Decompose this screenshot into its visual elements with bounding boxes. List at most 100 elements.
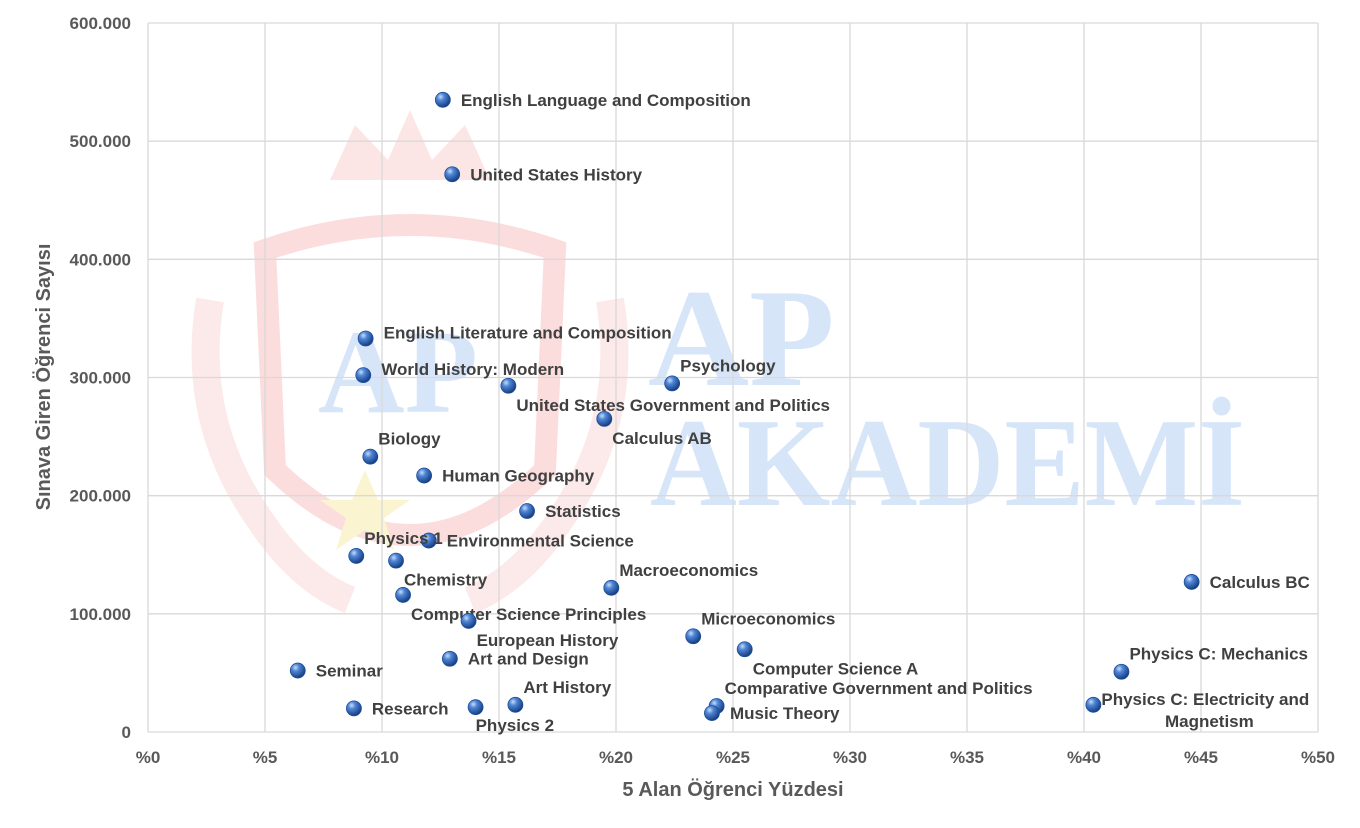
data-point-marker bbox=[460, 613, 477, 629]
y-tick-label: 200.000 bbox=[70, 487, 131, 506]
x-tick-label: %25 bbox=[716, 748, 750, 767]
x-tick-label: %20 bbox=[599, 748, 633, 767]
x-axis-title: 5 Alan Öğrenci Yüzdesi bbox=[622, 778, 843, 801]
data-point-marker bbox=[507, 696, 524, 713]
point-european-history: European History bbox=[460, 613, 619, 650]
y-tick-label: 400.000 bbox=[70, 250, 131, 269]
data-point-label: English Language and Composition bbox=[461, 91, 751, 110]
y-tick-label: 500.000 bbox=[70, 132, 131, 151]
point-music-theory: Music Theory bbox=[704, 704, 840, 723]
data-point-label: Physics C: Mechanics bbox=[1129, 645, 1308, 664]
point-world-history-modern: World History: Modern bbox=[355, 360, 564, 384]
y-axis-title: Sınava Giren Öğrenci Sayısı bbox=[32, 244, 55, 511]
watermark-line2: AKADEMİ bbox=[650, 394, 1245, 533]
data-point-label: Seminar bbox=[316, 662, 383, 681]
data-point-label: Research bbox=[372, 699, 449, 718]
data-points: English Language and Composition United S… bbox=[289, 91, 1310, 735]
data-point-label: Computer Science Principles bbox=[411, 605, 646, 624]
point-computer-science-a: Computer Science A bbox=[736, 641, 918, 678]
data-point-marker bbox=[704, 705, 720, 721]
data-point-marker bbox=[395, 587, 411, 603]
data-point-marker bbox=[362, 448, 379, 465]
data-point-label: United States Government and Politics bbox=[516, 396, 830, 415]
point-calculus-ab: Calculus AB bbox=[596, 410, 712, 448]
point-psychology: Psychology bbox=[664, 356, 776, 392]
data-point-marker bbox=[434, 91, 451, 108]
y-tick-label: 600.000 bbox=[70, 14, 131, 33]
x-tick-label: %35 bbox=[950, 748, 984, 767]
watermark-line1: AP bbox=[318, 305, 478, 438]
data-point-label: United States History bbox=[470, 165, 642, 184]
data-point-label: Chemistry bbox=[404, 571, 488, 590]
data-point-marker bbox=[1113, 663, 1130, 680]
x-tick-label: %30 bbox=[833, 748, 867, 767]
watermark-line1-large: AP bbox=[648, 261, 835, 416]
y-tick-label: 300.000 bbox=[70, 369, 131, 388]
x-tick-label: %15 bbox=[482, 748, 516, 767]
data-point-marker bbox=[596, 410, 613, 427]
x-tick-label: %5 bbox=[253, 748, 278, 767]
x-tick-label: %40 bbox=[1067, 748, 1101, 767]
point-physics-2: Physics 2 bbox=[467, 699, 554, 735]
point-art-and-design: Art and Design bbox=[441, 650, 589, 669]
data-point-label: Physics C: Electricity and bbox=[1101, 690, 1309, 709]
point-physics-1: Physics 1 bbox=[348, 529, 443, 564]
point-research: Research bbox=[346, 699, 448, 718]
point-seminar: Seminar bbox=[289, 662, 383, 681]
data-point-label: English Literature and Composition bbox=[384, 324, 672, 343]
watermark: AP AP AKADEMİ bbox=[191, 110, 1245, 613]
point-chemistry: Chemistry bbox=[388, 552, 488, 590]
data-point-label: Human Geography bbox=[442, 467, 595, 486]
data-point-label: Psychology bbox=[680, 356, 776, 375]
point-english-language-and-composition: English Language and Composition bbox=[434, 91, 751, 110]
data-point-marker bbox=[355, 367, 372, 384]
data-point-marker bbox=[416, 467, 433, 484]
x-tick-label: %0 bbox=[136, 748, 161, 767]
data-point-label: World History: Modern bbox=[381, 360, 564, 379]
data-point-label: European History bbox=[477, 631, 619, 650]
point-environmental-science: Environmental Science bbox=[420, 532, 634, 551]
data-point-marker bbox=[736, 641, 753, 658]
data-point-label: Music Theory bbox=[730, 704, 840, 723]
data-point-marker bbox=[444, 166, 461, 183]
gridlines bbox=[147, 22, 1319, 733]
data-point-marker bbox=[603, 579, 620, 596]
x-tick-label: %45 bbox=[1184, 748, 1218, 767]
data-point-label: Microeconomics bbox=[701, 609, 835, 628]
tick-labels: %0 %5 %10 %15 %20 %25 %30 %35 %40 %45 %50 0 100.000 2… bbox=[70, 14, 1335, 767]
point-macroeconomics: Macroeconomics bbox=[603, 561, 758, 596]
point-united-states-history: United States History bbox=[444, 165, 643, 184]
data-point-marker bbox=[664, 375, 681, 392]
data-point-marker bbox=[357, 330, 374, 347]
data-point-marker bbox=[348, 548, 365, 564]
data-point-label-line2: Magnetism bbox=[1165, 712, 1254, 731]
crest-logo bbox=[191, 110, 629, 613]
data-point-marker bbox=[685, 628, 702, 645]
data-point-label: Environmental Science bbox=[447, 532, 634, 551]
x-tick-label: %50 bbox=[1301, 748, 1335, 767]
point-physics-c-electricity-and-magnetism: Physics C: Electricity and Magnetism bbox=[1085, 690, 1309, 731]
y-tick-label: 100.000 bbox=[70, 605, 131, 624]
data-point-marker bbox=[346, 700, 362, 717]
data-point-label: Art and Design bbox=[468, 650, 589, 669]
point-physics-c-mechanics: Physics C: Mechanics bbox=[1113, 645, 1308, 680]
point-english-literature-and-composition: English Literature and Composition bbox=[357, 324, 672, 347]
point-calculus-bc: Calculus BC bbox=[1183, 573, 1310, 592]
data-point-label: Biology bbox=[378, 430, 441, 449]
point-biology: Biology bbox=[362, 430, 441, 465]
data-point-marker bbox=[467, 699, 484, 716]
point-microeconomics: Microeconomics bbox=[685, 609, 835, 645]
data-point-label: Calculus BC bbox=[1210, 573, 1310, 592]
point-art-history: Art History bbox=[507, 678, 612, 713]
data-point-label: Macroeconomics bbox=[619, 561, 758, 580]
point-united-states-government-and-politics: United States Government and Politics bbox=[500, 377, 830, 415]
y-tick-label: 0 bbox=[122, 723, 131, 742]
data-point-label: Art History bbox=[523, 678, 611, 697]
data-point-label: Physics 2 bbox=[476, 716, 554, 735]
data-point-marker bbox=[519, 503, 535, 519]
x-tick-label: %10 bbox=[365, 748, 399, 767]
data-point-label: Statistics bbox=[545, 502, 621, 521]
data-point-marker bbox=[500, 377, 517, 394]
point-human-geography: Human Geography bbox=[416, 467, 595, 486]
data-point-marker bbox=[1085, 696, 1102, 713]
